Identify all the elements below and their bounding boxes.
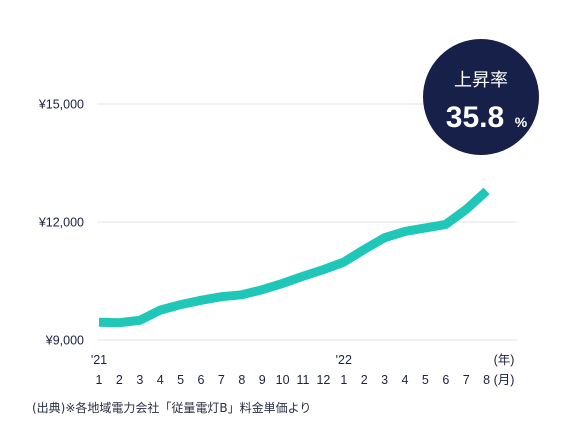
x-tick-label: 5: [422, 373, 429, 387]
x-tick-label: 1: [340, 373, 347, 387]
x-tick-label: 9: [259, 373, 266, 387]
x-tick-label: 5: [177, 373, 184, 387]
x-tick-label: 8: [238, 373, 245, 387]
badge-circle: [423, 39, 539, 155]
y-axis-ticks: ¥9,000 ¥12,000 ¥15,000: [38, 98, 84, 348]
y-tick-label: ¥9,000: [45, 334, 84, 348]
x-tick-label: 7: [218, 373, 225, 387]
x-tick-label: 4: [157, 373, 164, 387]
x-tick-label: 6: [198, 373, 205, 387]
x-tick-label: 11: [297, 373, 310, 387]
badge-value: 35.8: [446, 101, 504, 134]
x-tick-label: 4: [402, 373, 409, 387]
x-axis-ticks: 1 2 3 4 5 6 7 8 9 10 11 12 1 2 3 4 5 6 7 8'21'22 (年)(月): [91, 353, 515, 387]
badge-unit: %: [515, 114, 528, 130]
year-marker-label: '22: [336, 353, 352, 367]
x-unit-year: (年): [494, 353, 515, 367]
x-tick-label: 8: [483, 373, 490, 387]
x-tick-label: 7: [463, 373, 470, 387]
x-tick-label: 12: [316, 373, 330, 387]
x-tick-label: 6: [442, 373, 449, 387]
x-tick-label: 2: [116, 373, 123, 387]
x-tick-label: 2: [361, 373, 368, 387]
x-tick-label: 3: [136, 373, 143, 387]
y-tick-label: ¥15,000: [38, 98, 84, 112]
x-tick-label: 3: [381, 373, 388, 387]
series-line: [98, 187, 490, 328]
series-layer: [98, 187, 490, 328]
increase-rate-badge: 上昇率 35.8 %: [423, 39, 539, 155]
source-note: (出典)※各地域電力会社「従量電灯B」料金単価より: [32, 401, 312, 415]
x-tick-label: 1: [96, 373, 103, 387]
x-tick-label: 10: [276, 373, 290, 387]
y-tick-label: ¥12,000: [38, 216, 84, 230]
x-unit-month: (月): [494, 373, 515, 387]
year-marker-label: '21: [91, 353, 107, 367]
badge-label: 上昇率: [454, 70, 508, 91]
